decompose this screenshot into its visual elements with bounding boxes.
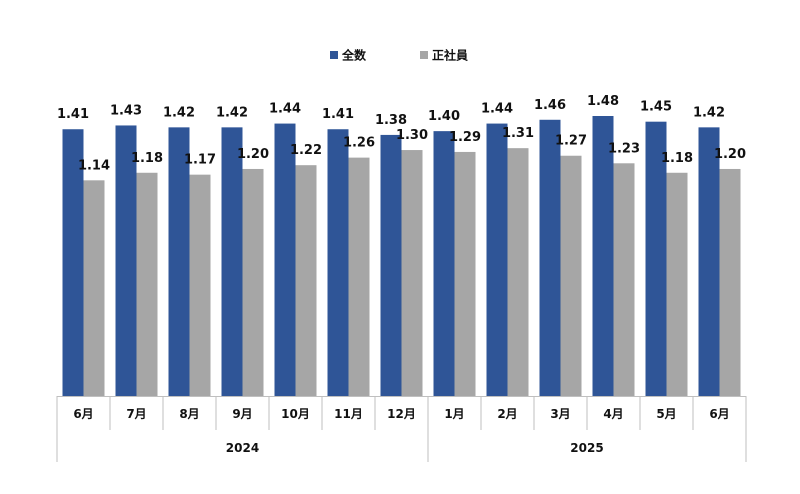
bar-regular-1: [136, 172, 158, 396]
legend-label-1: 正社員: [432, 48, 468, 63]
value-label-total-12: 1.42: [693, 105, 725, 120]
bar-total-9: [539, 119, 561, 396]
bar-regular-8: [507, 148, 529, 396]
bar-total-0: [62, 129, 84, 397]
bar-regular-2: [189, 174, 211, 396]
value-label-total-2: 1.42: [163, 105, 195, 120]
value-label-regular-11: 1.18: [661, 151, 693, 166]
value-label-regular-5: 1.26: [343, 136, 375, 151]
value-label-total-3: 1.42: [216, 105, 248, 120]
tick-label-10: 4月: [603, 407, 623, 421]
value-label-total-10: 1.48: [587, 94, 619, 109]
bar-total-12: [698, 127, 720, 396]
bar-total-10: [592, 116, 614, 396]
bar-total-3: [221, 127, 243, 396]
value-labels: 1.41 1.14 1.43 1.18 1.42 1.17 1.42 1.20 1.44 1.22…: [57, 94, 746, 173]
bar-total-8: [486, 123, 508, 396]
value-label-regular-3: 1.20: [237, 147, 269, 162]
value-label-regular-0: 1.14: [78, 158, 110, 173]
bar-regular-11: [666, 172, 688, 396]
bar-total-5: [327, 129, 349, 397]
bars: [62, 116, 741, 397]
value-label-total-6: 1.38: [375, 113, 407, 128]
value-label-total-5: 1.41: [322, 107, 354, 122]
legend-swatch-1: [420, 51, 428, 59]
tick-label-11: 5月: [656, 407, 676, 421]
category-axis: 2024 2025 6月 7月 8月 9月 10月 11月 12月 1月 2月 3月 4月 5月 6月: [56, 396, 747, 462]
value-label-regular-6: 1.30: [396, 128, 428, 143]
value-label-total-7: 1.40: [428, 109, 460, 124]
value-label-regular-1: 1.18: [131, 151, 163, 166]
bar-regular-4: [295, 165, 317, 396]
legend-label-0: 全数: [341, 48, 367, 63]
tick-label-4: 10月: [281, 407, 310, 421]
tick-label-3: 9月: [232, 407, 252, 421]
tick-label-5: 11月: [334, 407, 363, 421]
bar-regular-5: [348, 157, 370, 396]
bar-regular-10: [613, 163, 635, 396]
tick-label-7: 1月: [444, 407, 464, 421]
tick-label-2: 8月: [179, 407, 199, 421]
tick-label-1: 7月: [126, 407, 146, 421]
value-label-total-0: 1.41: [57, 107, 89, 122]
value-label-regular-8: 1.31: [502, 126, 534, 141]
bar-regular-3: [242, 168, 264, 396]
bar-total-7: [433, 131, 455, 396]
bar-total-2: [168, 127, 190, 396]
value-label-total-8: 1.44: [481, 102, 513, 117]
legend: 全数 正社員: [330, 48, 468, 63]
tick-label-6: 12月: [387, 407, 416, 421]
value-label-regular-4: 1.22: [290, 143, 322, 158]
bar-regular-0: [83, 180, 105, 396]
tick-label-12: 6月: [709, 407, 729, 421]
value-label-total-11: 1.45: [640, 100, 672, 115]
legend-swatch-0: [330, 51, 338, 59]
bar-total-4: [274, 123, 296, 396]
bar-total-6: [380, 134, 402, 397]
tick-label-8: 2月: [497, 407, 517, 421]
bar-total-11: [645, 121, 667, 397]
bar-total-1: [115, 125, 137, 397]
bar-regular-12: [719, 168, 741, 396]
tick-label-0: 6月: [73, 407, 93, 421]
tick-label-9: 3月: [550, 407, 570, 421]
value-label-regular-9: 1.27: [555, 134, 587, 149]
value-label-regular-10: 1.23: [608, 141, 640, 156]
year-label-0: 2024: [226, 441, 259, 455]
bar-regular-9: [560, 155, 582, 396]
year-label-1: 2025: [570, 441, 603, 455]
value-label-total-4: 1.44: [269, 102, 301, 117]
value-label-regular-2: 1.17: [184, 153, 216, 168]
bar-regular-7: [454, 151, 476, 396]
value-label-total-9: 1.46: [534, 98, 566, 113]
bar-regular-6: [401, 150, 423, 396]
value-label-total-1: 1.43: [110, 103, 142, 118]
value-label-regular-12: 1.20: [714, 147, 746, 162]
value-label-regular-7: 1.29: [449, 130, 481, 145]
